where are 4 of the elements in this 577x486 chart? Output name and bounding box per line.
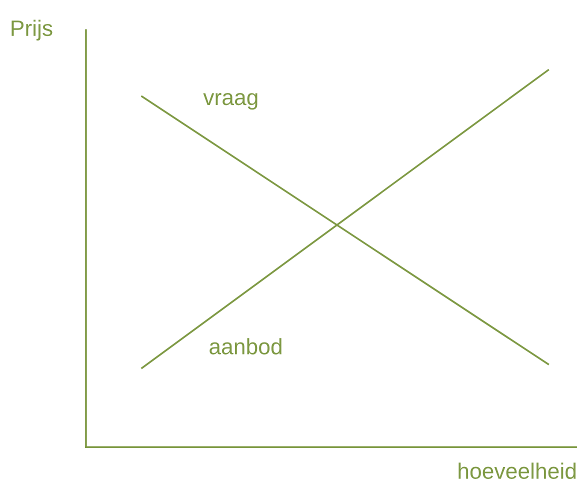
- series-label: vraag: [203, 93, 258, 110]
- series-label: aanbod: [210, 338, 282, 354]
- y-axis-title: Prijs: [12, 20, 52, 40]
- x-axis-title: hoeveelheid: [458, 462, 576, 479]
